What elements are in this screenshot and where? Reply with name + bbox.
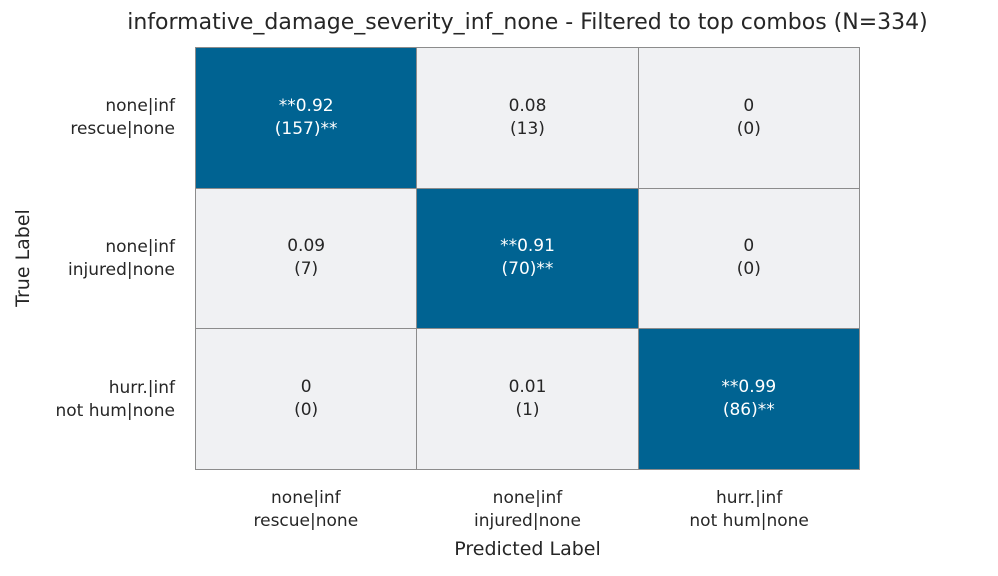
- heatmap-grid: **0.92 (157)** 0.08 (13) 0 (0) 0.09 (7) …: [195, 47, 860, 470]
- cell-value: 0: [743, 95, 755, 116]
- x-tick-line: rescue|none: [253, 511, 359, 531]
- x-tick-labels: none|inf rescue|none none|inf injured|no…: [195, 487, 860, 533]
- heatmap-cell: 0 (0): [196, 329, 417, 469]
- y-axis-label: True Label: [12, 209, 34, 307]
- x-tick-line: none|inf: [271, 488, 341, 508]
- y-tick-labels: none|inf rescue|none none|inf injured|no…: [0, 47, 176, 470]
- x-tick-line: hurr.|inf: [716, 488, 783, 508]
- cell-value: 0: [743, 236, 755, 257]
- x-tick-label: none|inf injured|none: [417, 487, 639, 533]
- heatmap-cell: 0.08 (13): [417, 48, 638, 188]
- cell-count: (157)**: [274, 118, 338, 139]
- y-tick-line: none|inf: [105, 236, 175, 257]
- cell-value: **0.91: [500, 236, 555, 257]
- y-tick-line: injured|none: [68, 259, 175, 280]
- x-tick-label: hurr.|inf not hum|none: [638, 487, 860, 533]
- y-tick-line: none|inf: [105, 95, 175, 116]
- y-tick-line: not hum|none: [55, 400, 176, 421]
- y-tick-label: hurr.|inf not hum|none: [0, 329, 176, 470]
- heatmap-cell: 0 (0): [638, 48, 859, 188]
- y-tick-line: rescue|none: [70, 118, 175, 139]
- cell-value: 0.01: [508, 377, 547, 398]
- cell-value: **0.92: [278, 95, 334, 116]
- cell-count: (0): [736, 259, 761, 280]
- cell-count: (70)**: [501, 259, 554, 280]
- cell-count: (86)**: [722, 400, 775, 421]
- x-tick-line: injured|none: [473, 511, 581, 531]
- heatmap-cell: 0.09 (7): [196, 188, 417, 329]
- cell-count: (0): [294, 400, 319, 421]
- heatmap-cell: **0.99 (86)**: [638, 329, 859, 469]
- heatmap-cell: **0.91 (70)**: [417, 188, 638, 329]
- cell-count: (1): [515, 400, 540, 421]
- cell-count: (7): [294, 259, 319, 280]
- x-axis-label: Predicted Label: [454, 538, 601, 560]
- cell-value: 0.09: [287, 236, 326, 257]
- heatmap-cell: 0.01 (1): [417, 329, 638, 469]
- heatmap-cell: **0.92 (157)**: [196, 48, 417, 188]
- heatmap-cell: 0 (0): [638, 188, 859, 329]
- x-tick-line: not hum|none: [689, 511, 809, 531]
- cell-count: (13): [510, 118, 545, 139]
- y-tick-line: hurr.|inf: [108, 377, 175, 398]
- y-tick-label: none|inf injured|none: [0, 188, 175, 329]
- cell-value: **0.99: [721, 377, 777, 398]
- cell-count: (0): [736, 118, 761, 139]
- cell-value: 0.08: [508, 95, 547, 116]
- y-tick-label: none|inf rescue|none: [0, 47, 175, 188]
- cell-value: 0: [300, 377, 312, 398]
- chart-title: informative_damage_severity_inf_none - F…: [127, 10, 928, 35]
- x-tick-label: none|inf rescue|none: [195, 487, 417, 533]
- x-tick-line: none|inf: [492, 488, 563, 508]
